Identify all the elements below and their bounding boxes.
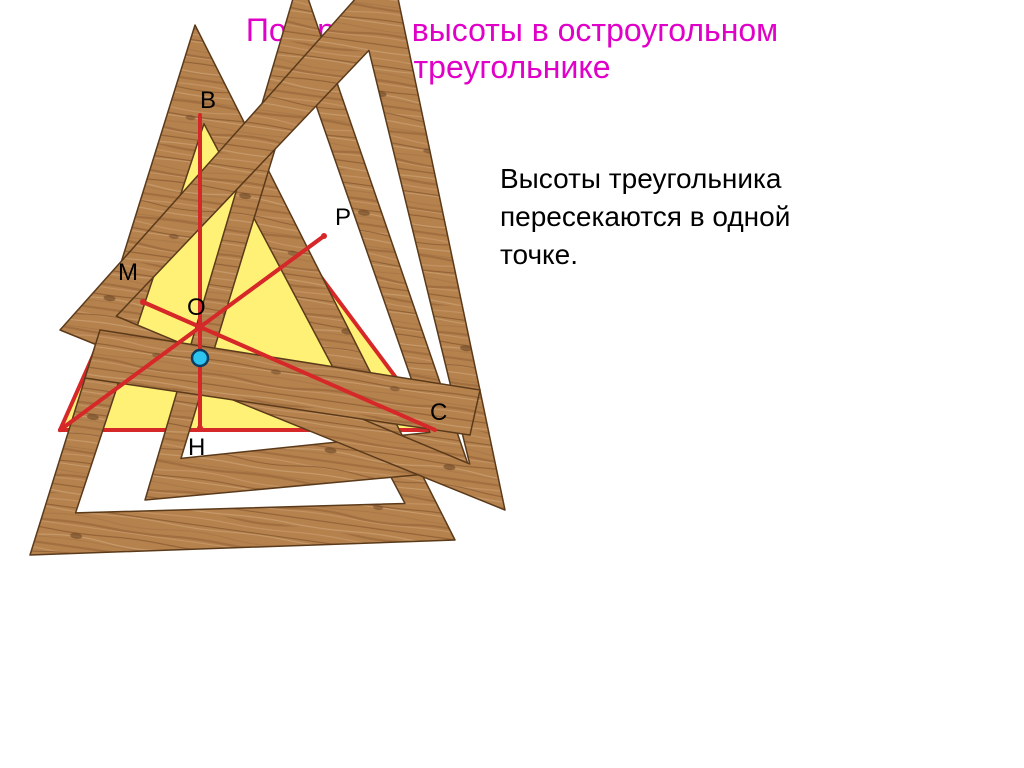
svg-text:О: О — [187, 294, 206, 321]
svg-text:В: В — [200, 87, 216, 114]
svg-text:Н: Н — [188, 434, 205, 461]
svg-text:М: М — [118, 259, 138, 286]
triangle-diagram: М Р Н О В С — [0, 0, 1024, 768]
svg-text:Р: Р — [335, 204, 351, 231]
svg-text:С: С — [430, 399, 447, 426]
